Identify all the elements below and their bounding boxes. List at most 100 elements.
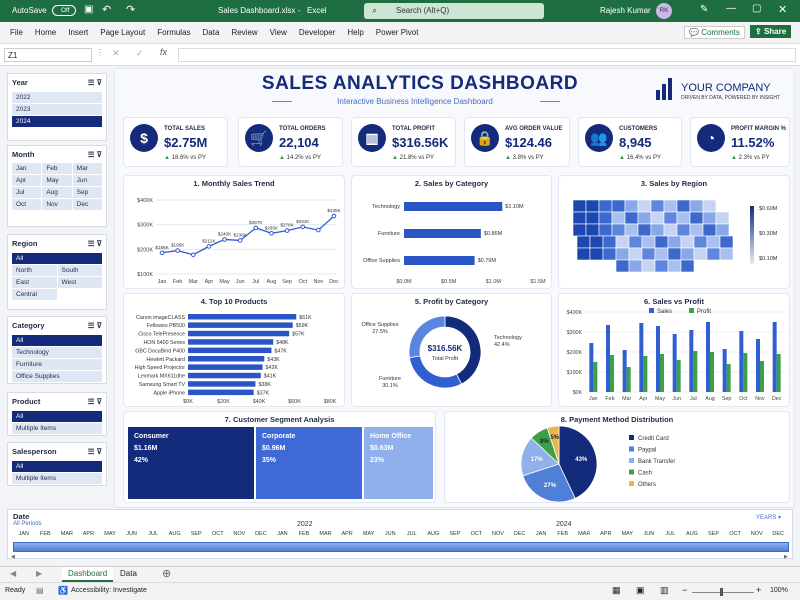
menu-item-view[interactable]: View xyxy=(269,28,287,37)
timeline-month[interactable]: AUG xyxy=(168,531,181,537)
timeline-month[interactable]: FEB xyxy=(39,531,51,537)
tab-data[interactable]: Data xyxy=(120,569,137,578)
menu-item-review[interactable]: Review xyxy=(231,28,258,37)
slicer-item[interactable]: Aug xyxy=(42,187,72,198)
timeline-month[interactable]: JUN xyxy=(643,531,655,537)
timeline-month[interactable]: DEC xyxy=(772,531,785,537)
slicer-item[interactable]: Multiple Items xyxy=(12,423,102,434)
menu-item-page-layout[interactable]: Page Layout xyxy=(100,28,146,37)
timeline-month[interactable]: OCT xyxy=(729,531,741,537)
timeline-month[interactable]: JUL xyxy=(148,531,158,537)
timeline-month[interactable]: FEB xyxy=(557,531,568,537)
timeline-month[interactable]: APR xyxy=(600,531,612,537)
slicer-item[interactable]: Jul xyxy=(12,187,42,198)
enter-icon[interactable]: ✓ xyxy=(136,48,144,58)
slicer-item[interactable]: North xyxy=(12,265,57,276)
zoom-in-icon[interactable]: + xyxy=(756,585,762,595)
zoom-level[interactable]: 100% xyxy=(770,587,788,594)
timeline-month[interactable]: APR xyxy=(82,531,95,537)
accessibility-status[interactable]: Accessibility: Investigate xyxy=(71,587,147,594)
timeline-month[interactable]: OCT xyxy=(470,531,483,537)
menu-item-help[interactable]: Help xyxy=(347,28,364,37)
slicer-item[interactable]: South xyxy=(57,265,102,276)
timeline-month[interactable]: MAR xyxy=(578,531,591,537)
autosave-toggle[interactable]: Off xyxy=(52,5,76,16)
timeline-month[interactable]: DEC xyxy=(513,531,526,537)
menu-item-formulas[interactable]: Formulas xyxy=(157,28,191,37)
comments-button[interactable]: 💬 Comments xyxy=(684,26,745,39)
menu-item-home[interactable]: Home xyxy=(34,28,57,37)
slicer-item[interactable]: All xyxy=(12,411,102,422)
filter-icon[interactable]: ☰ ⊽ xyxy=(87,397,102,406)
menu-item-power-pivot[interactable]: Power Pivot xyxy=(375,28,419,37)
filter-icon[interactable]: ☰ ⊽ xyxy=(87,78,102,87)
name-box[interactable]: Z1 xyxy=(4,48,92,62)
filter-icon[interactable]: ☰ ⊽ xyxy=(87,150,102,159)
timeline-month[interactable]: SEP xyxy=(449,531,461,537)
timeline-month[interactable]: JUN xyxy=(384,531,396,537)
formula-input[interactable] xyxy=(178,48,796,62)
timeline-month[interactable]: NOV xyxy=(233,531,246,537)
function-icon[interactable]: fx xyxy=(160,47,168,57)
timeline-month[interactable]: MAR xyxy=(319,531,332,537)
menu-item-data[interactable]: Data xyxy=(202,28,220,37)
page-break-icon[interactable]: ▥ xyxy=(660,585,669,595)
slicer-item[interactable]: Office Supplies xyxy=(12,371,102,382)
tab-dashboard[interactable]: Dashboard xyxy=(62,567,114,582)
next-sheet-icon[interactable]: ▶ xyxy=(36,569,43,578)
scroll-left-icon[interactable]: ◀ xyxy=(11,554,15,560)
page-layout-icon[interactable]: ▣ xyxy=(636,585,645,595)
filter-icon[interactable]: ☰ ⊽ xyxy=(87,321,102,330)
slicer-item[interactable]: West xyxy=(57,277,102,288)
accessibility-icon[interactable]: ♿ xyxy=(58,586,68,595)
timeline-month[interactable]: NOV xyxy=(492,531,504,537)
normal-view-icon[interactable]: ▦ xyxy=(612,585,621,595)
slicer-item[interactable]: Nov xyxy=(42,199,72,210)
slicer-item[interactable]: Jun xyxy=(72,175,102,186)
scroll-right-icon[interactable]: ▶ xyxy=(784,554,788,560)
avatar[interactable]: RK xyxy=(656,3,672,19)
timeline-month[interactable]: DEC xyxy=(255,531,267,537)
zoom-slider[interactable] xyxy=(692,592,754,593)
timeline-month[interactable]: MAR xyxy=(60,531,73,537)
timeline-month[interactable]: AUG xyxy=(686,531,698,537)
timeline-month[interactable]: JAN xyxy=(277,531,288,537)
timeline-month[interactable]: JUL xyxy=(665,531,676,537)
add-sheet-button[interactable]: ⊕ xyxy=(162,568,172,580)
slicer-item[interactable]: Dec xyxy=(72,199,102,210)
save-icon[interactable]: ▣ xyxy=(84,4,94,15)
slicer-item[interactable]: Sep xyxy=(72,187,102,198)
menu-item-insert[interactable]: Insert xyxy=(68,28,89,37)
timeline-month[interactable]: JUN xyxy=(126,531,137,537)
filter-icon[interactable]: ☰ ⊽ xyxy=(87,239,102,248)
slicer-item[interactable]: Multiple Items xyxy=(12,473,102,484)
timeline-month[interactable]: OCT xyxy=(211,531,224,537)
slicer-item[interactable]: Mar xyxy=(72,163,102,174)
undo-icon[interactable]: ↶ xyxy=(102,4,112,16)
slicer-item[interactable]: East xyxy=(12,277,57,288)
slicer-item[interactable]: 2024 xyxy=(12,116,102,127)
timeline-month[interactable]: SEP xyxy=(708,531,720,537)
slicer-item[interactable]: All xyxy=(12,335,102,346)
timeline-month[interactable]: MAY xyxy=(621,531,634,537)
timeline-month[interactable]: JAN xyxy=(18,531,29,537)
minimize-icon[interactable]: — xyxy=(726,3,736,14)
slicer-item[interactable]: Jan xyxy=(12,163,42,174)
zoom-out-icon[interactable]: − xyxy=(682,585,688,595)
menu-item-file[interactable]: File xyxy=(10,28,23,37)
slicer-item[interactable]: 2022 xyxy=(12,92,102,103)
slicer-item[interactable]: May xyxy=(42,175,72,186)
timeline-month[interactable]: FEB xyxy=(298,531,310,537)
timeline-bar[interactable] xyxy=(13,542,789,552)
slicer-item[interactable]: All xyxy=(12,461,102,472)
close-icon[interactable]: ✕ xyxy=(778,4,788,16)
timeline-month[interactable]: MAY xyxy=(362,531,375,537)
timeline-month[interactable]: SEP xyxy=(190,531,202,537)
prev-sheet-icon[interactable]: ◀ xyxy=(10,569,17,578)
redo-icon[interactable]: ↷ xyxy=(126,4,136,16)
search-box[interactable]: ⌕ Search (Alt+Q) xyxy=(364,3,544,19)
zoom-slider-thumb[interactable] xyxy=(720,588,723,596)
timeline-month[interactable]: JUL xyxy=(406,531,417,537)
pen-icon[interactable]: ✎ xyxy=(700,4,709,15)
slicer-item[interactable]: Technology xyxy=(12,347,102,358)
